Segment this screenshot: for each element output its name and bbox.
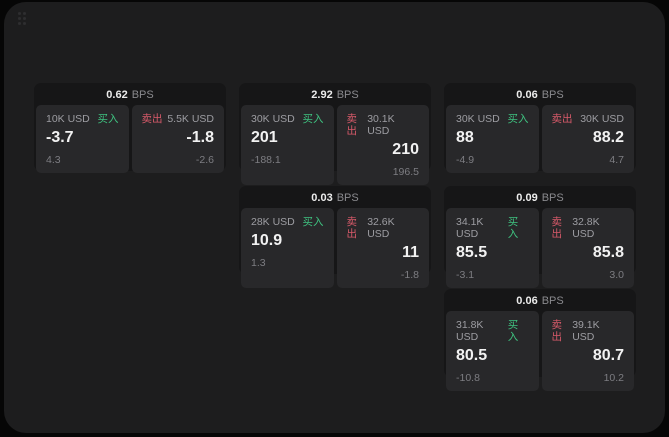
- quote-panels: 28K USD 买入 10.9 1.3 卖出 32.6K USD 11 -1.8: [241, 208, 429, 288]
- bps-unit: BPS: [337, 85, 359, 105]
- drag-handle-icon[interactable]: [18, 12, 21, 15]
- sell-side-label: 卖出: [347, 113, 368, 137]
- card-header: 0.06 BPS: [446, 291, 634, 311]
- card-header: 0.62 BPS: [36, 85, 224, 105]
- sell-price-value: 80.7: [552, 347, 625, 365]
- sell-panel[interactable]: 卖出 32.6K USD 11 -1.8: [337, 208, 430, 288]
- buy-panel[interactable]: 30K USD 买入 88 -4.9: [446, 105, 539, 173]
- quote-card: 2.92 BPS 30K USD 买入 201 -188.1 卖出 30.1K …: [239, 83, 431, 171]
- bps-unit: BPS: [132, 85, 154, 105]
- bps-unit: BPS: [542, 291, 564, 311]
- sell-notional-amount: 39.1K USD: [572, 319, 624, 343]
- buy-panel[interactable]: 34.1K USD 买入 85.5 -3.1: [446, 208, 539, 288]
- card-header: 2.92 BPS: [241, 85, 429, 105]
- bps-value: 0.06: [516, 291, 537, 311]
- sell-price-delta: 10.2: [552, 372, 625, 384]
- bps-value: 0.03: [311, 188, 332, 208]
- bps-unit: BPS: [542, 85, 564, 105]
- buy-panel[interactable]: 28K USD 买入 10.9 1.3: [241, 208, 334, 288]
- quote-card: 0.09 BPS 34.1K USD 买入 85.5 -3.1 卖出 32.8K…: [444, 186, 636, 274]
- quote-panels: 30K USD 买入 201 -188.1 卖出 30.1K USD 210 1…: [241, 105, 429, 185]
- buy-price-value: 201: [251, 129, 324, 147]
- sell-panel[interactable]: 卖出 30K USD 88.2 4.7: [542, 105, 635, 173]
- sell-price-delta: 196.5: [347, 166, 420, 178]
- sell-price-value: 88.2: [552, 129, 625, 147]
- buy-side-label: 买入: [508, 113, 529, 125]
- sell-price-delta: 4.7: [552, 154, 625, 166]
- bps-unit: BPS: [337, 188, 359, 208]
- sell-panel[interactable]: 卖出 32.8K USD 85.8 3.0: [542, 208, 635, 288]
- buy-price-delta: -10.8: [456, 372, 529, 384]
- sell-side-label: 卖出: [552, 319, 573, 343]
- buy-price-delta: -4.9: [456, 154, 529, 166]
- sell-notional-amount: 32.8K USD: [572, 216, 624, 240]
- buy-price-delta: 4.3: [46, 154, 119, 166]
- sell-side-label: 卖出: [552, 113, 573, 125]
- buy-side-label: 买入: [508, 319, 529, 343]
- buy-notional-amount: 30K USD: [456, 113, 500, 125]
- bps-unit: BPS: [542, 188, 564, 208]
- sell-notional-amount: 5.5K USD: [167, 113, 214, 125]
- buy-side-label: 买入: [303, 216, 324, 228]
- buy-notional-amount: 28K USD: [251, 216, 295, 228]
- sell-side-label: 卖出: [552, 216, 573, 240]
- quote-panels: 31.8K USD 买入 80.5 -10.8 卖出 39.1K USD 80.…: [446, 311, 634, 391]
- app-window: 0.62 BPS 10K USD 买入 -3.7 4.3 卖出 5.5K USD…: [4, 2, 665, 433]
- buy-panel[interactable]: 10K USD 买入 -3.7 4.3: [36, 105, 129, 173]
- buy-price-delta: -188.1: [251, 154, 324, 166]
- buy-price-delta: -3.1: [456, 269, 529, 281]
- cards-grid: 0.62 BPS 10K USD 买入 -3.7 4.3 卖出 5.5K USD…: [34, 83, 636, 377]
- buy-price-value: 10.9: [251, 232, 324, 250]
- card-header: 0.09 BPS: [446, 188, 634, 208]
- sell-price-value: -1.8: [142, 129, 215, 147]
- buy-price-value: 85.5: [456, 244, 529, 262]
- sell-price-value: 85.8: [552, 244, 625, 262]
- sell-price-delta: 3.0: [552, 269, 625, 281]
- buy-panel[interactable]: 31.8K USD 买入 80.5 -10.8: [446, 311, 539, 391]
- sell-price-value: 210: [347, 141, 420, 159]
- bps-value: 0.62: [106, 85, 127, 105]
- quote-card: 0.06 BPS 31.8K USD 买入 80.5 -10.8 卖出 39.1…: [444, 289, 636, 377]
- sell-panel[interactable]: 卖出 5.5K USD -1.8 -2.6: [132, 105, 225, 173]
- sell-panel[interactable]: 卖出 30.1K USD 210 196.5: [337, 105, 430, 185]
- card-header: 0.06 BPS: [446, 85, 634, 105]
- buy-price-value: 80.5: [456, 347, 529, 365]
- sell-notional-amount: 30K USD: [580, 113, 624, 125]
- buy-side-label: 买入: [508, 216, 529, 240]
- bps-value: 2.92: [311, 85, 332, 105]
- sell-side-label: 卖出: [142, 113, 163, 125]
- quote-card: 0.06 BPS 30K USD 买入 88 -4.9 卖出 30K USD 8…: [444, 83, 636, 171]
- quote-card: 0.62 BPS 10K USD 买入 -3.7 4.3 卖出 5.5K USD…: [34, 83, 226, 171]
- quote-panels: 30K USD 买入 88 -4.9 卖出 30K USD 88.2 4.7: [446, 105, 634, 173]
- card-header: 0.03 BPS: [241, 188, 429, 208]
- sell-notional-amount: 32.6K USD: [367, 216, 419, 240]
- sell-panel[interactable]: 卖出 39.1K USD 80.7 10.2: [542, 311, 635, 391]
- quote-panels: 34.1K USD 买入 85.5 -3.1 卖出 32.8K USD 85.8…: [446, 208, 634, 288]
- buy-price-delta: 1.3: [251, 257, 324, 269]
- quote-panels: 10K USD 买入 -3.7 4.3 卖出 5.5K USD -1.8 -2.…: [36, 105, 224, 173]
- buy-price-value: 88: [456, 129, 529, 147]
- bps-value: 0.09: [516, 188, 537, 208]
- buy-panel[interactable]: 30K USD 买入 201 -188.1: [241, 105, 334, 185]
- quote-card: 0.03 BPS 28K USD 买入 10.9 1.3 卖出 32.6K US…: [239, 186, 431, 274]
- buy-notional-amount: 31.8K USD: [456, 319, 508, 343]
- sell-notional-amount: 30.1K USD: [367, 113, 419, 137]
- buy-price-value: -3.7: [46, 129, 119, 147]
- buy-notional-amount: 10K USD: [46, 113, 90, 125]
- buy-notional-amount: 34.1K USD: [456, 216, 508, 240]
- buy-side-label: 买入: [98, 113, 119, 125]
- sell-price-delta: -1.8: [347, 269, 420, 281]
- buy-notional-amount: 30K USD: [251, 113, 295, 125]
- sell-price-delta: -2.6: [142, 154, 215, 166]
- buy-side-label: 买入: [303, 113, 324, 125]
- sell-price-value: 11: [347, 244, 420, 262]
- bps-value: 0.06: [516, 85, 537, 105]
- sell-side-label: 卖出: [347, 216, 368, 240]
